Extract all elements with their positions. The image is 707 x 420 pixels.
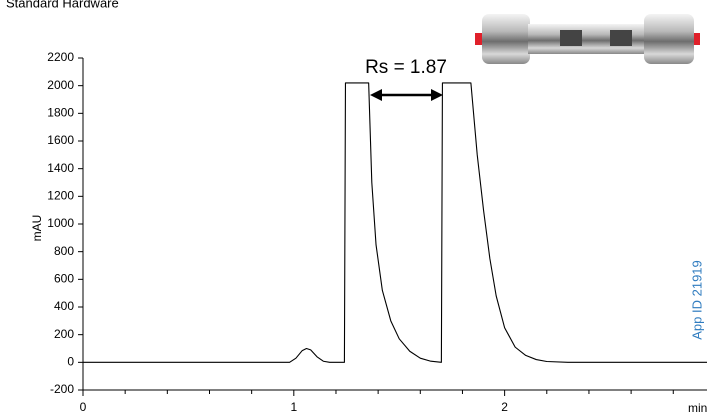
y-tick-label: 600 bbox=[54, 272, 74, 286]
column-image bbox=[475, 14, 700, 64]
y-tick-label: 2000 bbox=[47, 78, 74, 92]
y-tick-label: 800 bbox=[54, 244, 74, 258]
x-tick-label: 0 bbox=[80, 400, 87, 414]
resolution-label: Rs = 1.87 bbox=[365, 57, 447, 78]
y-tick-label: 200 bbox=[54, 327, 74, 341]
x-tick-label: 1 bbox=[290, 400, 297, 414]
y-axis-label: mAU bbox=[30, 215, 44, 242]
y-tick-label: 1800 bbox=[47, 106, 74, 120]
y-tick-label: 400 bbox=[54, 299, 74, 313]
resolution-arrow bbox=[370, 89, 443, 101]
y-tick-label: 2200 bbox=[47, 50, 74, 64]
y-tick-label: 0 bbox=[67, 355, 74, 369]
x-tick-label: 2 bbox=[501, 400, 508, 414]
trace-line bbox=[83, 82, 707, 363]
y-tick-label: 1400 bbox=[47, 161, 74, 175]
y-tick-label: -200 bbox=[50, 382, 74, 396]
y-tick-label: 1600 bbox=[47, 133, 74, 147]
chart-title: Standard Hardware bbox=[6, 0, 119, 10]
y-tick-label: 1200 bbox=[47, 189, 74, 203]
x-axis-label: min bbox=[688, 401, 707, 415]
y-tick-label: 1000 bbox=[47, 216, 74, 230]
app-id: App ID 21919 bbox=[689, 260, 704, 340]
